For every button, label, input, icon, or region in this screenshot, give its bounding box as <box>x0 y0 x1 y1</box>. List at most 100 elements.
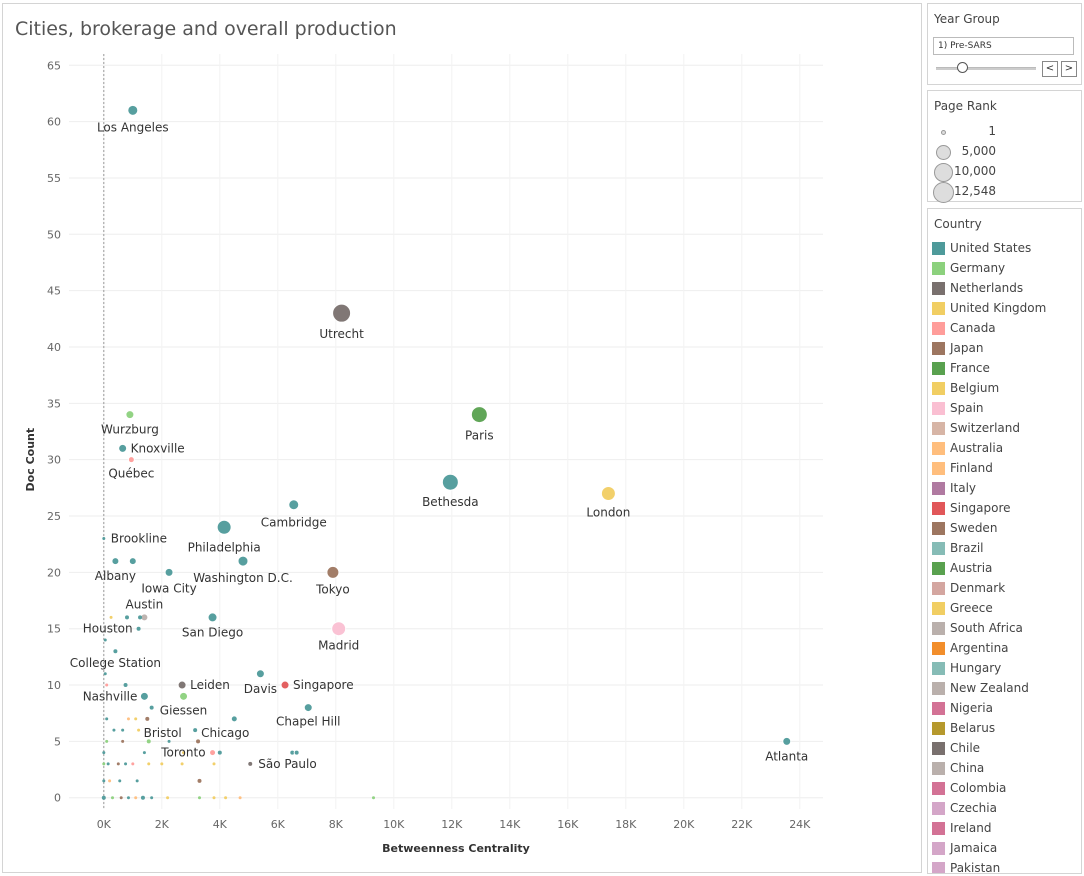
color-swatch <box>932 782 945 795</box>
point-label: São Paulo <box>258 757 316 771</box>
data-point[interactable] <box>118 443 128 453</box>
data-point[interactable] <box>137 728 141 732</box>
data-point[interactable] <box>126 796 130 800</box>
country-label: South Africa <box>950 621 1023 635</box>
scatter-plot[interactable]: 0 5 10 15 20 25 30 35 40 45 50 55 60 65 0K 2K 4K 6K 8K 10K 1… <box>3 4 921 872</box>
data-point[interactable] <box>112 728 116 732</box>
data-point[interactable] <box>180 762 184 766</box>
data-point[interactable] <box>149 705 154 710</box>
data-point[interactable] <box>118 779 122 783</box>
data-point[interactable] <box>146 739 151 744</box>
data-point[interactable] <box>209 749 217 757</box>
data-point[interactable] <box>142 751 146 755</box>
data-point[interactable] <box>293 749 300 756</box>
country-label: Singapore <box>950 501 1011 515</box>
data-point[interactable] <box>288 499 300 511</box>
data-point[interactable] <box>103 672 107 676</box>
data-point[interactable] <box>147 762 151 766</box>
country-label: Belgium <box>950 381 1000 395</box>
data-point[interactable] <box>255 669 265 679</box>
data-point[interactable] <box>109 615 113 619</box>
data-point[interactable] <box>121 739 125 743</box>
data-point[interactable] <box>164 567 174 577</box>
data-point[interactable] <box>179 691 189 701</box>
data-point[interactable] <box>198 796 201 800</box>
y-tick-label: 30 <box>47 454 61 467</box>
data-point[interactable] <box>193 728 198 733</box>
data-point[interactable] <box>123 683 128 688</box>
data-point[interactable] <box>113 649 118 654</box>
data-point[interactable] <box>139 691 149 701</box>
data-point[interactable] <box>303 703 313 713</box>
data-point[interactable] <box>131 762 135 766</box>
data-point[interactable] <box>101 795 106 800</box>
data-point[interactable] <box>103 638 107 642</box>
data-point[interactable] <box>111 796 114 800</box>
data-point[interactable] <box>224 796 228 800</box>
data-point[interactable] <box>127 104 139 116</box>
x-tick-label: 24K <box>789 818 811 831</box>
data-point[interactable] <box>441 473 459 491</box>
data-point[interactable] <box>177 680 187 690</box>
data-point[interactable] <box>105 683 109 687</box>
data-point[interactable] <box>160 762 164 766</box>
color-swatch <box>932 662 945 675</box>
data-point[interactable] <box>102 779 106 783</box>
data-point[interactable] <box>134 717 138 721</box>
data-point[interactable] <box>127 456 135 464</box>
year-group-slider-track[interactable] <box>936 67 1036 70</box>
data-point[interactable] <box>197 778 202 783</box>
data-point[interactable] <box>138 615 143 620</box>
data-point[interactable] <box>124 762 128 766</box>
data-point[interactable] <box>372 796 375 800</box>
data-point[interactable] <box>212 762 216 766</box>
data-point[interactable] <box>105 717 109 721</box>
data-point[interactable] <box>167 739 171 743</box>
next-button[interactable]: > <box>1061 61 1077 77</box>
data-point[interactable] <box>470 406 488 424</box>
point-label: Singapore <box>293 678 354 692</box>
data-point[interactable] <box>121 728 125 732</box>
data-point[interactable] <box>207 612 218 623</box>
data-point[interactable] <box>126 717 130 721</box>
data-point[interactable] <box>182 751 186 755</box>
data-point[interactable] <box>166 796 170 800</box>
data-point[interactable] <box>145 716 150 721</box>
data-point[interactable] <box>331 621 347 637</box>
data-point[interactable] <box>600 485 616 501</box>
data-point[interactable] <box>106 762 110 766</box>
data-point[interactable] <box>116 762 120 766</box>
data-point[interactable] <box>217 750 222 755</box>
data-point[interactable] <box>111 557 120 566</box>
data-point[interactable] <box>216 519 232 535</box>
previous-button[interactable]: < <box>1042 61 1058 77</box>
data-point[interactable] <box>782 736 792 746</box>
data-point[interactable] <box>135 779 139 783</box>
data-point[interactable] <box>125 410 135 420</box>
data-point[interactable] <box>196 739 201 744</box>
data-point[interactable] <box>230 715 238 723</box>
color-swatch <box>932 362 945 375</box>
data-point[interactable] <box>150 796 154 800</box>
year-group-slider-handle[interactable] <box>957 62 968 73</box>
data-point[interactable] <box>136 626 141 631</box>
data-point[interactable] <box>237 555 249 567</box>
data-point[interactable] <box>102 751 106 755</box>
data-point[interactable] <box>119 796 123 800</box>
data-point[interactable] <box>128 557 137 566</box>
data-point[interactable] <box>102 762 106 766</box>
data-point[interactable] <box>212 796 216 800</box>
data-point[interactable] <box>105 739 109 743</box>
year-group-dropdown[interactable]: 1) Pre-SARS <box>933 37 1074 55</box>
data-point[interactable] <box>140 795 145 800</box>
data-point[interactable] <box>134 796 138 800</box>
y-tick-label: 65 <box>47 59 61 72</box>
data-point[interactable] <box>102 537 106 541</box>
data-point[interactable] <box>108 779 112 783</box>
data-point[interactable] <box>326 565 340 579</box>
data-point[interactable] <box>280 680 290 690</box>
data-point[interactable] <box>332 303 352 323</box>
data-point[interactable] <box>248 761 253 766</box>
data-point[interactable] <box>125 615 129 620</box>
data-point[interactable] <box>238 796 242 800</box>
